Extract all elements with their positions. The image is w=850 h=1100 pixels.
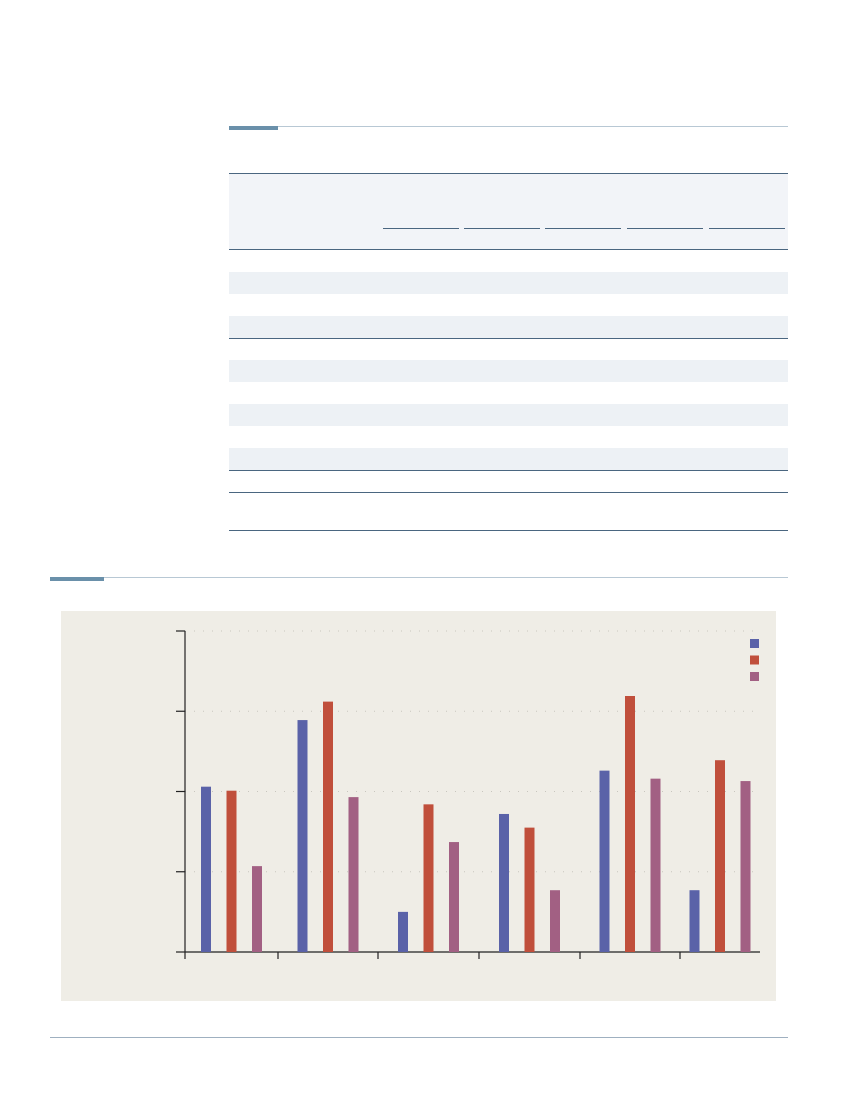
- section2-accent-bar: [50, 577, 104, 581]
- column-group-rule: [464, 228, 540, 229]
- table-rule: [229, 492, 788, 493]
- table-row: [229, 360, 788, 382]
- legend-swatch: [750, 639, 759, 648]
- bar: [297, 720, 308, 952]
- legend-swatch: [750, 655, 759, 665]
- bar: [550, 890, 560, 952]
- table-rule: [229, 338, 788, 339]
- bar: [252, 866, 262, 952]
- table-header: [229, 173, 788, 249]
- table-row: [229, 448, 788, 470]
- bar: [599, 770, 610, 952]
- bar: [323, 701, 333, 952]
- bar: [524, 827, 535, 952]
- table-top-rule: [229, 173, 788, 174]
- section1-accent-bar: [229, 126, 278, 130]
- bar: [226, 790, 237, 952]
- table-header-rule: [229, 249, 788, 250]
- bar: [449, 842, 459, 952]
- bar: [348, 797, 359, 952]
- column-group-rule: [709, 228, 785, 229]
- column-group-rule: [545, 228, 621, 229]
- bar: [423, 804, 434, 952]
- footer-rule: [50, 1037, 788, 1038]
- table-bottom-rule: [229, 530, 788, 531]
- bar: [740, 781, 751, 952]
- section2-rule: [50, 577, 788, 578]
- legend-swatch: [750, 672, 759, 681]
- bar: [398, 911, 408, 952]
- column-group-rule: [627, 228, 703, 229]
- bar: [715, 760, 725, 952]
- bar: [625, 696, 635, 952]
- table-row: [229, 272, 788, 294]
- table-row: [229, 404, 788, 426]
- bar: [201, 786, 211, 952]
- bar: [499, 813, 509, 952]
- bar: [689, 890, 700, 952]
- table-rule: [229, 470, 788, 471]
- section1-rule: [229, 126, 788, 127]
- bar: [650, 778, 661, 952]
- column-group-rule: [383, 228, 459, 229]
- table-row: [229, 316, 788, 338]
